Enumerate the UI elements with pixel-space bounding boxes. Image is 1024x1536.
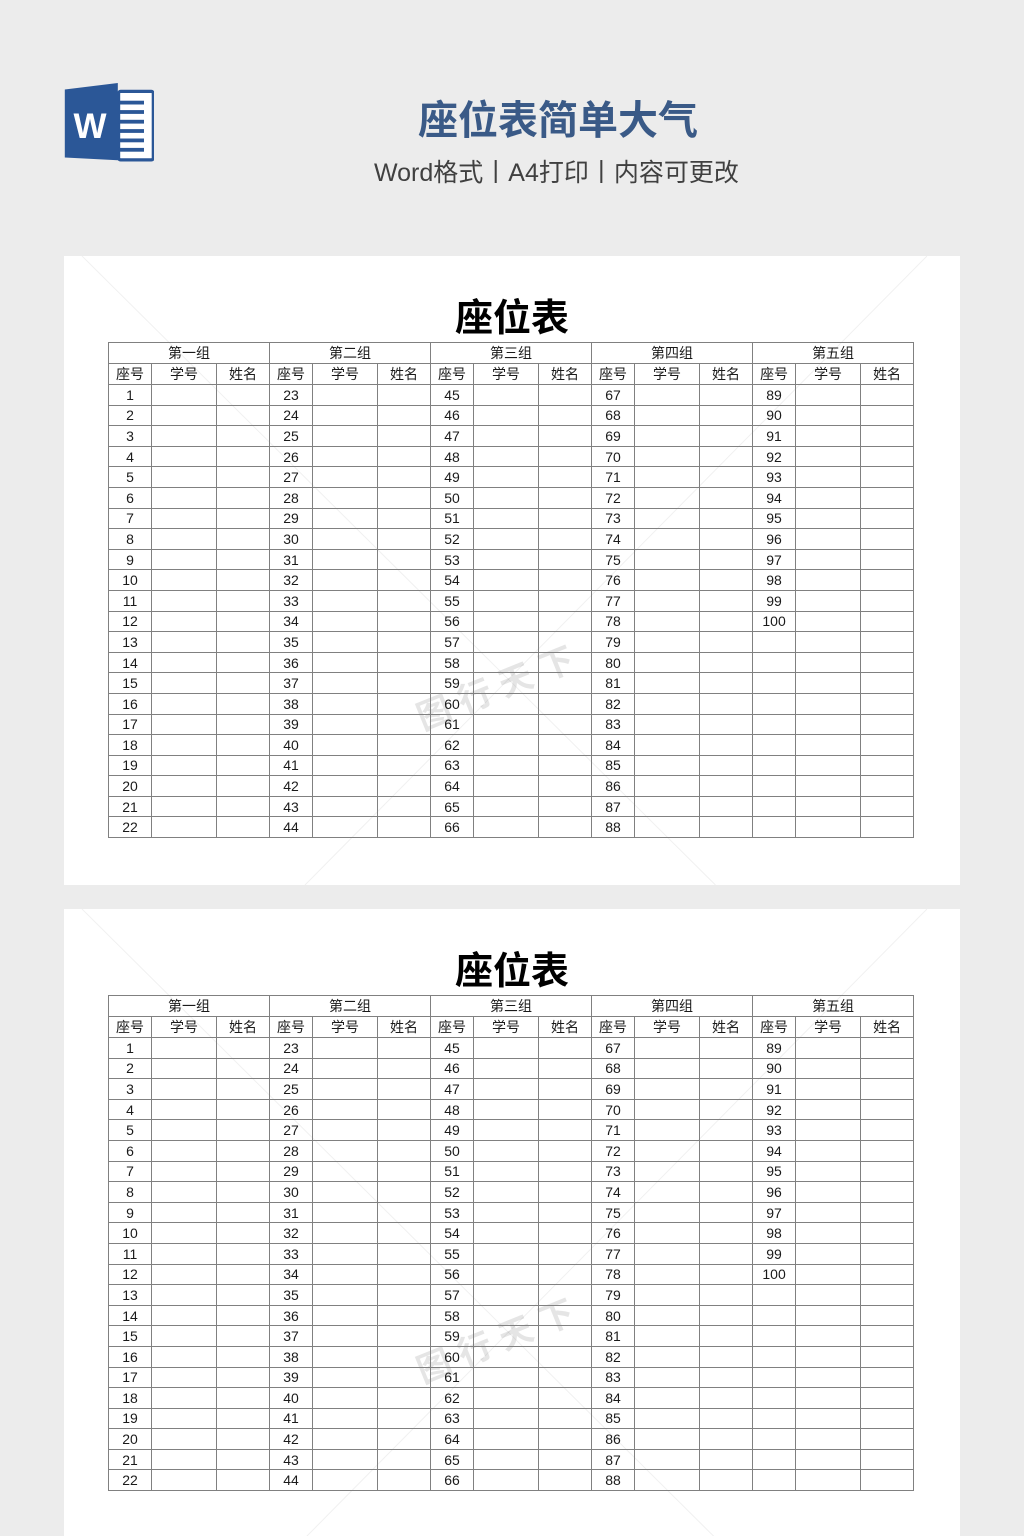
svg-text:W: W [73, 107, 106, 146]
